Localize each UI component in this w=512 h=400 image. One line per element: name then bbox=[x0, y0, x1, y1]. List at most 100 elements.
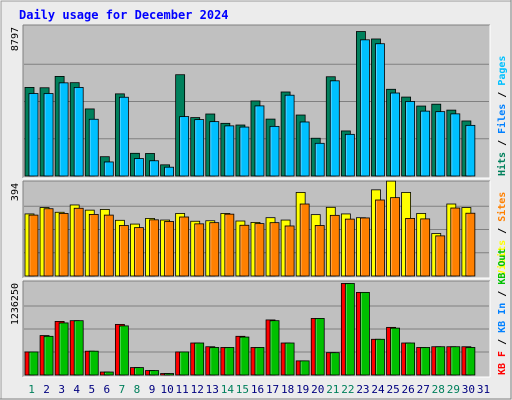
bar-sites-day-8 bbox=[134, 227, 144, 277]
bar-pages-day-10 bbox=[164, 166, 174, 177]
bar-kb-in-day-11 bbox=[179, 351, 190, 376]
x-tick-label-day-4: 4 bbox=[73, 383, 80, 396]
legend-entry: Sites bbox=[496, 192, 508, 228]
bar-kb-in-day-3 bbox=[58, 322, 69, 376]
bar-kb-in-day-29 bbox=[450, 346, 461, 376]
bar-kb-in-day-22 bbox=[344, 283, 355, 376]
bar-pages-day-3 bbox=[58, 82, 69, 177]
chart-title: Daily usage for December 2024 bbox=[19, 8, 229, 22]
y-axis-max-label: 394 bbox=[10, 183, 21, 201]
bar-pages-day-16 bbox=[254, 105, 265, 177]
panel-visits-sites: 394 Visits / Sites bbox=[10, 180, 508, 279]
bar-pages-day-12 bbox=[194, 119, 205, 177]
x-tick-label-day-20: 20 bbox=[311, 383, 324, 396]
bar-sites-day-23 bbox=[360, 217, 370, 277]
x-tick-label-day-10: 10 bbox=[160, 383, 173, 396]
bar-kb-in-day-16 bbox=[254, 347, 265, 376]
x-tick-label-day-17: 17 bbox=[266, 383, 279, 396]
bar-pages-day-23 bbox=[360, 39, 370, 177]
bar-sites-day-10 bbox=[164, 221, 174, 277]
bar-pages-day-7 bbox=[118, 96, 129, 177]
bar-pages-day-27 bbox=[420, 110, 431, 177]
bar-kb-in-day-10 bbox=[164, 373, 174, 376]
bar-pages-day-11 bbox=[179, 116, 190, 177]
x-tick-label-day-8: 8 bbox=[134, 383, 141, 396]
x-tick-label-day-21: 21 bbox=[326, 383, 339, 396]
bar-sites-day-5 bbox=[88, 213, 99, 277]
x-tick-label-day-22: 22 bbox=[341, 383, 354, 396]
bar-pages-day-29 bbox=[450, 113, 461, 177]
legend-kb-in-out: KB F / KB In / KB Out bbox=[497, 249, 508, 375]
x-tick-label-day-1: 1 bbox=[28, 383, 35, 396]
bar-kb-in-day-12 bbox=[194, 342, 205, 376]
bar-sites-day-4 bbox=[73, 207, 84, 277]
x-tick-label-day-11: 11 bbox=[176, 383, 189, 396]
bar-kb-in-day-20 bbox=[314, 318, 325, 376]
legend-entry: Visits bbox=[496, 240, 508, 276]
legend-separator: / bbox=[497, 140, 508, 152]
bar-sites-day-14 bbox=[224, 213, 235, 277]
x-tick-label-day-13: 13 bbox=[206, 383, 219, 396]
bar-kb-in-day-30 bbox=[465, 347, 476, 376]
x-tick-label-day-18: 18 bbox=[281, 383, 294, 396]
x-tick-label-day-6: 6 bbox=[104, 383, 111, 396]
bar-sites-day-11 bbox=[179, 216, 190, 277]
bar-kb-in-day-23 bbox=[360, 291, 370, 376]
x-tick-label-day-19: 19 bbox=[296, 383, 309, 396]
legend-separator: / bbox=[497, 339, 508, 351]
bar-sites-day-28 bbox=[435, 235, 446, 277]
bar-pages-day-21 bbox=[329, 80, 340, 177]
bar-sites-day-16 bbox=[254, 223, 265, 277]
x-tick-label-day-23: 23 bbox=[356, 383, 369, 396]
bar-kb-in-day-4 bbox=[73, 320, 84, 376]
bar-sites-day-29 bbox=[450, 207, 461, 277]
bar-pages-day-20 bbox=[314, 142, 325, 177]
bar-kb-in-day-9 bbox=[149, 370, 159, 376]
bar-pages-day-25 bbox=[390, 92, 400, 177]
bar-sites-day-1 bbox=[28, 214, 39, 277]
bar-kb-in-day-2 bbox=[43, 335, 54, 376]
bar-kb-in-day-1 bbox=[28, 351, 39, 376]
bar-sites-day-30 bbox=[465, 212, 476, 277]
bar-sites-day-15 bbox=[239, 224, 250, 277]
bar-sites-day-21 bbox=[329, 214, 340, 277]
bar-kb-in-day-28 bbox=[435, 346, 446, 376]
bar-kb-in-day-17 bbox=[269, 320, 280, 376]
bar-sites-day-9 bbox=[149, 219, 159, 277]
bar-pages-day-2 bbox=[43, 93, 54, 177]
bar-pages-day-18 bbox=[284, 94, 295, 177]
x-tick-label-day-14: 14 bbox=[221, 383, 235, 396]
bar-kb-in-day-24 bbox=[375, 338, 385, 376]
bar-kb-in-day-6 bbox=[103, 371, 114, 376]
bar-pages-day-24 bbox=[375, 43, 385, 177]
x-tick-label-day-7: 7 bbox=[119, 383, 126, 396]
bar-sites-day-12 bbox=[194, 223, 205, 277]
panel-kb-in-out: 1236250 KB F / KB In / KB Out bbox=[10, 249, 508, 378]
bar-sites-day-20 bbox=[314, 225, 325, 277]
bar-pages-day-14 bbox=[224, 125, 235, 177]
bar-sites-day-3 bbox=[58, 213, 69, 277]
bar-pages-day-5 bbox=[88, 118, 99, 177]
bar-kb-in-day-25 bbox=[390, 327, 400, 376]
panel-hits-files-pages: 8797 Hits / Files / Pages bbox=[10, 24, 508, 179]
bar-kb-in-day-27 bbox=[420, 347, 431, 376]
bar-sites-day-18 bbox=[284, 225, 295, 277]
x-tick-label-day-26: 26 bbox=[402, 383, 415, 396]
y-axis-max-label: 8797 bbox=[10, 27, 21, 51]
bar-sites-day-22 bbox=[344, 218, 355, 277]
bar-pages-day-19 bbox=[299, 121, 310, 177]
x-tick-label-day-16: 16 bbox=[251, 383, 264, 396]
bar-sites-day-26 bbox=[405, 218, 416, 277]
bar-pages-day-4 bbox=[73, 87, 84, 177]
bar-pages-day-9 bbox=[149, 160, 159, 177]
x-tick-label-day-24: 24 bbox=[371, 383, 385, 396]
x-tick-label-day-31: 31 bbox=[477, 383, 490, 396]
x-tick-label-day-2: 2 bbox=[43, 383, 50, 396]
bar-kb-in-day-15 bbox=[239, 336, 250, 376]
bar-sites-day-2 bbox=[43, 208, 54, 277]
x-tick-label-day-12: 12 bbox=[191, 383, 204, 396]
legend-entry: Pages bbox=[497, 56, 508, 92]
x-tick-label-day-29: 29 bbox=[447, 383, 460, 396]
bar-kb-in-day-7 bbox=[118, 325, 129, 376]
